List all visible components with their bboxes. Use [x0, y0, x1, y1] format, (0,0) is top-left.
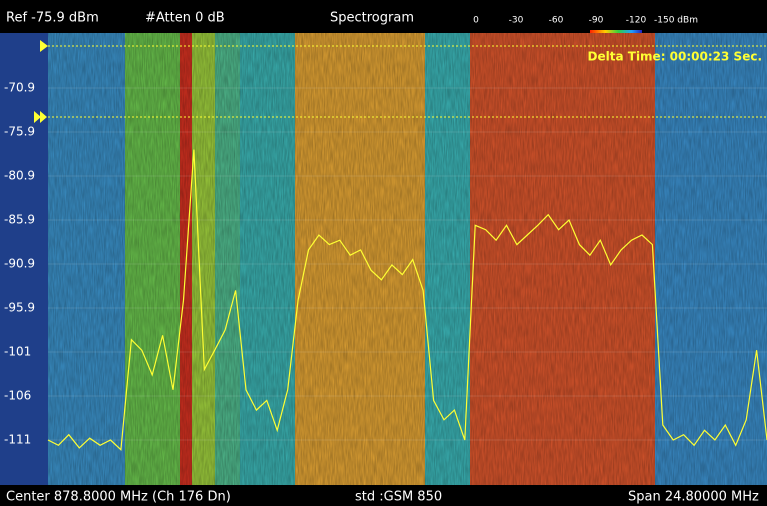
standard: std :GSM 850	[355, 490, 442, 505]
attenuation: #Atten 0 dB	[145, 11, 225, 26]
y-tick-label: -85.9	[4, 213, 35, 227]
y-tick-label: -95.9	[4, 301, 35, 315]
ref-marker	[40, 40, 48, 52]
scale-label: -30	[509, 16, 524, 26]
time-marker	[34, 111, 47, 123]
delta-time: Delta Time: 00:00:23 Sec.	[588, 50, 762, 64]
mode-title: Spectrogram	[330, 11, 414, 26]
axis-strip	[0, 33, 48, 485]
y-tick-label: -90.9	[4, 257, 35, 271]
y-tick-label: -80.9	[4, 169, 35, 183]
scale-label: 0	[473, 16, 479, 26]
texture	[48, 33, 767, 485]
y-tick-label: -106	[4, 389, 31, 403]
scale-label: -150 dBm	[654, 16, 698, 26]
trace	[47, 149, 767, 451]
y-tick-label: -70.9	[4, 81, 35, 95]
y-tick-label: -101	[4, 345, 31, 359]
y-tick-label: -111	[4, 433, 31, 447]
scale-label: -120	[626, 16, 647, 26]
center-freq: Center 878.8000 MHz (Ch 176 Dn)	[6, 490, 231, 505]
footer-bar	[0, 485, 767, 506]
ref-level: Ref -75.9 dBm	[6, 11, 99, 26]
scale-label: -60	[549, 16, 564, 26]
y-tick-label: -75.9	[4, 125, 35, 139]
scale-label: -90	[589, 16, 604, 26]
span: Span 24.80000 MHz	[628, 490, 759, 505]
header-bar	[0, 0, 767, 33]
plot-area	[0, 33, 767, 485]
